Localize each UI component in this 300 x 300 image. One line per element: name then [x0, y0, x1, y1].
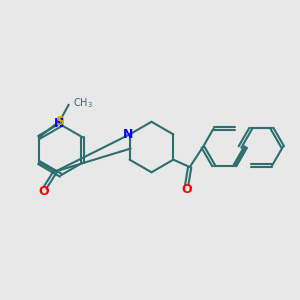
Text: O: O — [38, 185, 49, 198]
Text: CH$_3$: CH$_3$ — [73, 96, 93, 110]
Text: S: S — [55, 115, 64, 128]
Text: N: N — [123, 128, 133, 141]
Text: N: N — [54, 117, 64, 130]
Text: O: O — [182, 183, 192, 196]
